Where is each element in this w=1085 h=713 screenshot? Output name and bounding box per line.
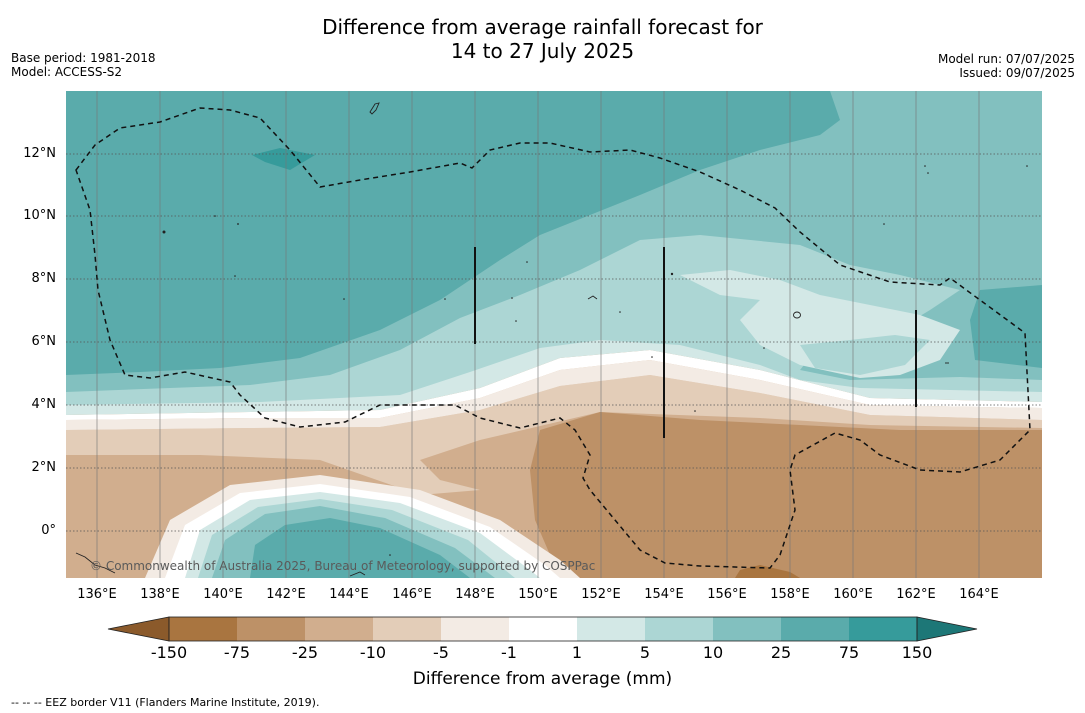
longitude-label: 150°E bbox=[518, 587, 558, 602]
colorbar-segment bbox=[305, 617, 373, 641]
colorbar-label: -150 bbox=[150, 643, 188, 662]
colorbar-title: Difference from average (mm) bbox=[412, 669, 673, 689]
islands bbox=[75, 102, 949, 577]
colorbar-segment bbox=[441, 617, 509, 641]
colorbar-segment bbox=[577, 617, 645, 641]
eez-legend-text: -- -- -- EEZ border V11 (Flanders Marine… bbox=[11, 696, 320, 709]
colorbar-label: 150 bbox=[901, 643, 933, 662]
latitude-label: 2°N bbox=[31, 460, 57, 475]
copyright-text: © Commonwealth of Australia 2025, Bureau… bbox=[90, 559, 596, 573]
contour-wet-10-patch bbox=[800, 335, 930, 375]
colorbar-segment bbox=[849, 617, 917, 641]
longitude-label: 162°E bbox=[896, 587, 936, 602]
colorbar-segment bbox=[237, 617, 305, 641]
colorbar-label: -1 bbox=[501, 643, 517, 662]
model-text: Model: ACCESS-S2 bbox=[11, 65, 123, 79]
colorbar-segment bbox=[169, 617, 237, 641]
island-dots bbox=[162, 165, 1028, 556]
contour-south-wet-75 bbox=[250, 518, 470, 578]
contour-dry-150 bbox=[735, 565, 800, 578]
model-run-text: Model run: 07/07/2025 bbox=[937, 52, 1075, 66]
boundary-markers bbox=[474, 247, 917, 438]
contour-wet-150 bbox=[252, 148, 315, 170]
colorbar-low-extend bbox=[107, 616, 170, 642]
colorbar-label: -10 bbox=[359, 643, 387, 662]
colorbar-label: 75 bbox=[838, 643, 860, 662]
longitude-label: 144°E bbox=[329, 587, 369, 602]
longitude-label: 160°E bbox=[833, 587, 873, 602]
longitude-label: 152°E bbox=[581, 587, 621, 602]
colorbar-label: -75 bbox=[223, 643, 251, 662]
latitude-label: 10°N bbox=[23, 208, 56, 223]
colorbar-label: -5 bbox=[433, 643, 449, 662]
map-contours bbox=[66, 91, 1042, 578]
colorbar-segments bbox=[169, 617, 917, 641]
base-period-text: Base period: 1981-2018 bbox=[11, 51, 156, 65]
colorbar-segment bbox=[781, 617, 849, 641]
colorbar-segment bbox=[645, 617, 713, 641]
longitude-label: 164°E bbox=[959, 587, 999, 602]
colorbar-label: 25 bbox=[770, 643, 792, 662]
longitude-label: 156°E bbox=[707, 587, 747, 602]
contour-neutral bbox=[66, 350, 1042, 420]
longitude-label: 142°E bbox=[266, 587, 306, 602]
latitude-label: 8°N bbox=[31, 271, 57, 286]
issued-text: Issued: 09/07/2025 bbox=[959, 66, 1075, 80]
eez-border bbox=[75, 107, 1031, 569]
colorbar-label: 1 bbox=[571, 643, 583, 662]
latitude-label: 6°N bbox=[31, 334, 57, 349]
colorbar-label: 10 bbox=[702, 643, 724, 662]
longitude-label: 148°E bbox=[455, 587, 495, 602]
contour-wet-75 bbox=[66, 91, 1042, 375]
latitude-label: 4°N bbox=[31, 397, 57, 412]
latitude-label: 0° bbox=[41, 523, 56, 538]
colorbar-high-extend bbox=[916, 616, 978, 642]
colorbar-segment bbox=[373, 617, 441, 641]
latitude-label: 12°N bbox=[23, 146, 56, 161]
colorbar-segment bbox=[509, 617, 577, 641]
colorbar-label: -25 bbox=[291, 643, 319, 662]
colorbar-label: 5 bbox=[639, 643, 651, 662]
longitude-label: 140°E bbox=[203, 587, 243, 602]
map-title-line2: 14 to 27 July 2025 bbox=[450, 39, 635, 63]
longitude-label: 154°E bbox=[644, 587, 684, 602]
map-title-line1: Difference from average rainfall forecas… bbox=[322, 15, 763, 39]
colorbar-segment bbox=[713, 617, 781, 641]
contour-dry-75 bbox=[530, 412, 1042, 578]
longitude-label: 138°E bbox=[140, 587, 180, 602]
longitude-label: 146°E bbox=[392, 587, 432, 602]
longitude-label: 158°E bbox=[770, 587, 810, 602]
contour-dry-5 bbox=[66, 360, 1042, 430]
longitude-label: 136°E bbox=[77, 587, 117, 602]
